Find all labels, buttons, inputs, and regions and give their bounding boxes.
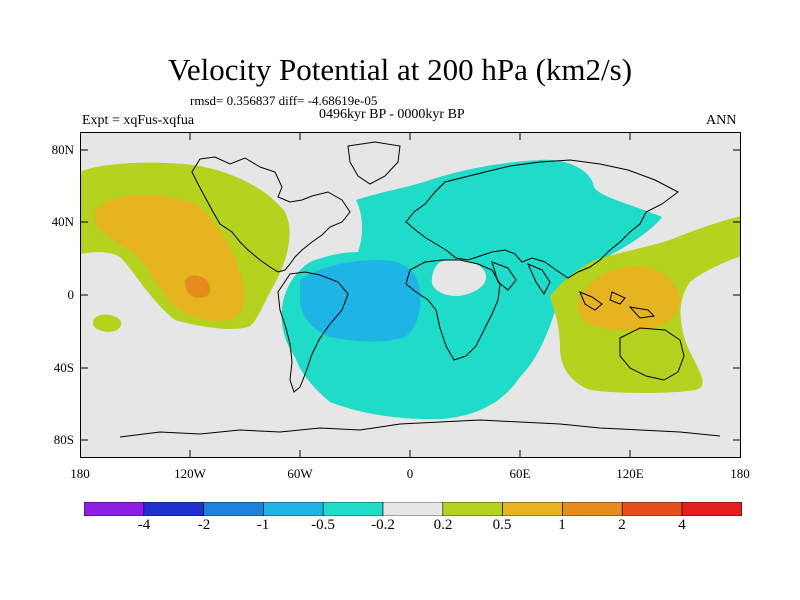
coastline-australia — [619, 327, 685, 381]
plot-title: Velocity Potential at 200 hPa (km2/s) — [167, 52, 633, 87]
colorbar-label: 0.5 — [492, 517, 512, 533]
colorbar-swatch — [84, 502, 145, 516]
colorbar-label: 4 — [678, 517, 686, 533]
colorbar-swatch — [322, 502, 384, 516]
colorbar-swatch — [382, 502, 444, 516]
coastline-antarctica — [119, 419, 721, 438]
x-tick-label: 0 — [406, 466, 414, 481]
colorbar-swatch — [562, 502, 623, 516]
y-tick-label: 0 — [67, 287, 75, 302]
colorbar-label: -0.2 — [371, 517, 395, 533]
colorbar — [84, 502, 742, 516]
colorbar-label: -4 — [137, 517, 151, 533]
experiment-label: Expt = xqFus-xqfua — [82, 113, 195, 128]
colorbar-label: -1 — [256, 517, 270, 533]
colorbar-swatch — [502, 502, 563, 516]
anomaly-maritime-continent-core — [577, 266, 680, 331]
anomaly-eurasia-atlantic-negative — [281, 159, 662, 420]
coastline-south-america — [277, 271, 349, 393]
coastline-europe-asia — [405, 159, 679, 279]
rmsd-diff-stats: rmsd= 0.356837 diff= -4.68619e-05 — [190, 93, 378, 108]
colorbar-swatch — [263, 502, 324, 516]
colorbar-swatch — [681, 502, 742, 516]
colorbar-label: -0.5 — [311, 517, 335, 533]
x-tick-label: 60E — [509, 466, 531, 481]
anomaly-south-atlantic-min — [300, 260, 421, 342]
coastline-north-america — [191, 156, 351, 273]
coastline-arabia-india — [491, 261, 551, 295]
colorbar-label: -2 — [197, 517, 211, 533]
x-tick-label: 120E — [616, 466, 644, 481]
map-panel — [80, 132, 741, 458]
coastline-africa — [405, 259, 501, 361]
time-period: 0496kyr BP - 0000kyr BP — [319, 107, 465, 122]
y-tick-label: 40S — [53, 360, 74, 375]
colorbar-label: 0.2 — [433, 517, 453, 533]
axis-ticks — [80, 132, 741, 458]
x-tick-label: 120W — [174, 466, 206, 481]
coastline-maritime-continent — [579, 291, 656, 319]
anomaly-south-pacific-patch — [92, 314, 122, 332]
colorbar-swatch — [143, 502, 204, 516]
colorbar-swatch — [203, 502, 264, 516]
x-tick-label: 180 — [70, 466, 90, 481]
coastlines — [119, 141, 721, 438]
colorbar-label: 1 — [558, 517, 566, 533]
y-tick-label: 80S — [53, 432, 74, 447]
y-tick-label: 40N — [51, 214, 74, 229]
x-tick-label: 180 — [730, 466, 750, 481]
season-label: ANN — [706, 113, 737, 128]
coastline-greenland — [347, 141, 401, 185]
anomaly-pacific-max — [184, 275, 211, 298]
y-tick-label: 80N — [51, 142, 74, 157]
colorbar-label: 2 — [618, 517, 626, 533]
x-tick-label: 60W — [287, 466, 313, 481]
colorbar-swatch — [442, 502, 503, 516]
colorbar-swatch — [621, 502, 683, 516]
